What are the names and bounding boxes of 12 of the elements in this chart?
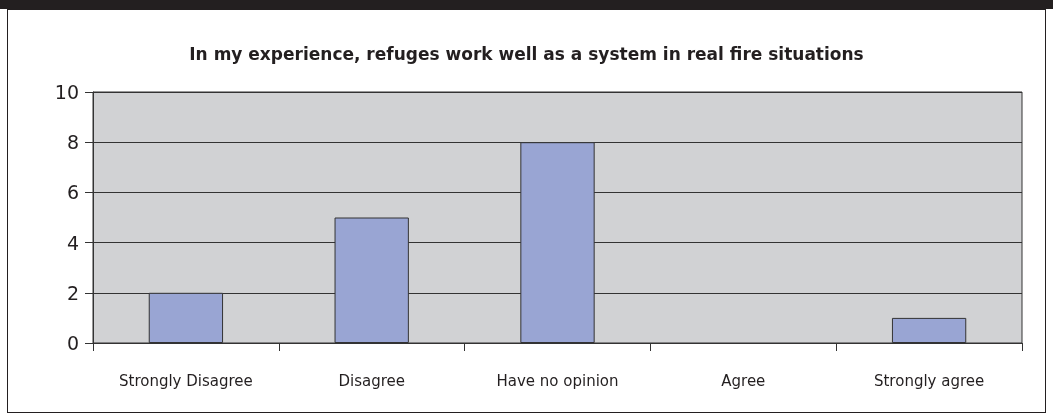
- y-tick-label: 10: [54, 81, 79, 103]
- x-tick-label: Strongly agree: [873, 371, 985, 390]
- chart-title: In my experience, refuges work well as a system in real fire situations: [189, 43, 864, 64]
- y-tick-label: 0: [66, 332, 79, 354]
- x-tick-label: Strongly Disagree: [118, 371, 253, 390]
- x-tick-label: Disagree: [338, 371, 405, 390]
- x-tick-label: Have no opinion: [496, 371, 619, 390]
- y-tick-label: 6: [66, 181, 79, 204]
- y-tick-label: 4: [66, 231, 79, 254]
- y-tick-label: 2: [66, 281, 79, 304]
- x-tick-label: Agree: [721, 371, 766, 390]
- y-tick-label: 8: [66, 131, 79, 154]
